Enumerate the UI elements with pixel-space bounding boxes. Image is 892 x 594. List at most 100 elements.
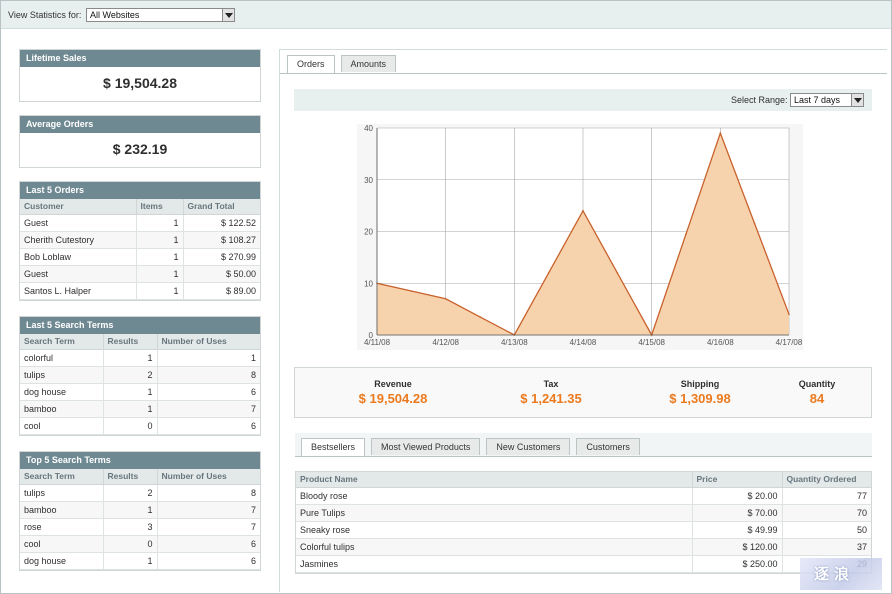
search-term: cool [20, 417, 104, 435]
order-total: $ 270.99 [183, 248, 260, 266]
order-customer: Santos L. Halper [20, 282, 137, 300]
search-results: 2 [103, 366, 158, 384]
search-results: 3 [103, 518, 158, 536]
orders-chart: 0 10 20 30 40 4/11/08 4/12/08 4/13/08 4/14/08 4/1… [357, 124, 803, 350]
column-header[interactable]: Product Name [296, 472, 693, 488]
column-header[interactable]: Quantity Ordered [782, 472, 871, 488]
tab-new-customers[interactable]: New Customers [486, 438, 571, 455]
order-customer: Bob Loblaw [20, 248, 137, 266]
tab-bestsellers[interactable]: Bestsellers [301, 438, 366, 456]
last-orders-box: Last 5 Orders Customer Items Grand Total… [19, 181, 261, 301]
y-tick-label: 20 [364, 228, 373, 237]
average-orders-box: Average Orders $ 232.19 [19, 115, 261, 168]
select-range-label: Select Range: [731, 95, 788, 105]
range-select[interactable]: Last 7 days [790, 93, 864, 107]
table-row[interactable]: colorful 1 1 [20, 349, 260, 367]
product-qty: 77 [782, 487, 871, 505]
lifetime-sales-value: $ 19,504.28 [103, 75, 177, 91]
product-qty: 37 [782, 538, 871, 556]
table-row[interactable]: Cherith Cutestory 1 $ 108.27 [20, 231, 260, 249]
website-select[interactable]: All Websites [86, 8, 235, 22]
table-row[interactable]: Sneaky rose $ 49.99 50 [296, 521, 871, 539]
table-row[interactable]: dog house 1 6 [20, 383, 260, 401]
table-row[interactable]: Santos L. Halper 1 $ 89.00 [20, 282, 260, 300]
total-label: Tax [543, 379, 559, 389]
table-row[interactable]: tulips 2 8 [20, 366, 260, 384]
bestsellers-table: Product Name Price Quantity Ordered Bloo… [296, 472, 871, 573]
search-term: rose [20, 518, 104, 536]
order-items: 1 [136, 231, 184, 249]
search-uses: 8 [157, 366, 260, 384]
order-customer: Guest [20, 265, 137, 283]
product-name: Pure Tulips [296, 504, 693, 522]
tab-amounts[interactable]: Amounts [340, 55, 397, 72]
table-row[interactable]: Bloody rose $ 20.00 77 [296, 487, 871, 505]
total-value: $ 1,241.35 [520, 391, 582, 406]
search-term: dog house [20, 552, 104, 570]
column-header[interactable]: Results [103, 334, 158, 350]
table-row[interactable]: Pure Tulips $ 70.00 70 [296, 504, 871, 522]
chevron-down-icon[interactable] [851, 94, 863, 106]
product-name: Colorful tulips [296, 538, 693, 556]
total-label: Shipping [680, 379, 720, 389]
last-orders-table: Customer Items Grand Total Guest 1 $ 122.5… [20, 199, 260, 300]
table-row[interactable]: Guest 1 $ 122.52 [20, 214, 260, 232]
column-header[interactable]: Items [136, 199, 184, 215]
order-items: 1 [136, 282, 184, 300]
table-row[interactable]: dog house 1 6 [20, 552, 260, 570]
search-term: cool [20, 535, 104, 553]
x-tick-label: 4/17/08 [776, 338, 803, 347]
table-row[interactable]: Colorful tulips $ 120.00 37 [296, 538, 871, 556]
column-header[interactable]: Number of Uses [157, 469, 260, 485]
column-header[interactable]: Number of Uses [157, 334, 260, 350]
tab-most-viewed-products[interactable]: Most Viewed Products [371, 438, 481, 455]
search-uses: 6 [157, 383, 260, 401]
top-search-terms-title: Top 5 Search Terms [20, 452, 260, 469]
search-term: bamboo [20, 501, 104, 519]
search-results: 1 [103, 552, 158, 570]
table-row[interactable]: rose 3 7 [20, 518, 260, 536]
table-row[interactable]: cool 0 6 [20, 535, 260, 553]
order-total: $ 108.27 [183, 231, 260, 249]
product-name: Bloody rose [296, 487, 693, 505]
data-point [685, 233, 687, 235]
total-label: Revenue [374, 379, 412, 389]
tab-orders[interactable]: Orders [287, 55, 335, 73]
order-items: 1 [136, 248, 184, 266]
table-row[interactable]: bamboo 1 7 [20, 501, 260, 519]
search-uses: 8 [157, 484, 260, 502]
total-value: $ 1,309.98 [669, 391, 731, 406]
order-total: $ 122.52 [183, 214, 260, 232]
column-header[interactable]: Grand Total [183, 199, 260, 215]
total-revenue: Revenue $ 19,504.28 [343, 379, 443, 406]
search-term: bamboo [20, 400, 104, 418]
last-search-terms-title: Last 5 Search Terms [20, 317, 260, 334]
table-row[interactable]: tulips 2 8 [20, 484, 260, 502]
search-uses: 6 [157, 535, 260, 553]
total-label: Quantity [798, 379, 836, 389]
search-uses: 7 [157, 518, 260, 536]
tab-customers[interactable]: Customers [576, 438, 640, 455]
column-header[interactable]: Search Term [20, 334, 104, 350]
table-row[interactable]: bamboo 1 7 [20, 400, 260, 418]
table-row[interactable]: Bob Loblaw 1 $ 270.99 [20, 248, 260, 266]
search-uses: 7 [157, 501, 260, 519]
table-row[interactable]: Guest 1 $ 50.00 [20, 265, 260, 283]
chevron-down-icon[interactable] [222, 9, 234, 21]
table-row[interactable]: Jasmines$ 250.0029 [296, 555, 871, 573]
table-row[interactable]: cool 0 6 [20, 417, 260, 435]
watermark-logo: 逐浪 [800, 558, 882, 590]
column-header[interactable]: Results [103, 469, 158, 485]
search-results: 0 [103, 535, 158, 553]
column-header[interactable]: Price [692, 472, 783, 488]
data-point [547, 272, 550, 274]
data-point [479, 316, 481, 318]
last-orders-title: Last 5 Orders [20, 182, 260, 199]
x-tick-label: 4/11/08 [364, 338, 391, 347]
column-header[interactable]: Search Term [20, 469, 104, 485]
search-results: 1 [103, 383, 158, 401]
column-header[interactable]: Customer [20, 199, 137, 215]
product-price: $ 120.00 [692, 538, 783, 556]
last-search-terms-box: Last 5 Search Terms Search Term Results … [19, 316, 261, 436]
search-uses: 7 [157, 400, 260, 418]
